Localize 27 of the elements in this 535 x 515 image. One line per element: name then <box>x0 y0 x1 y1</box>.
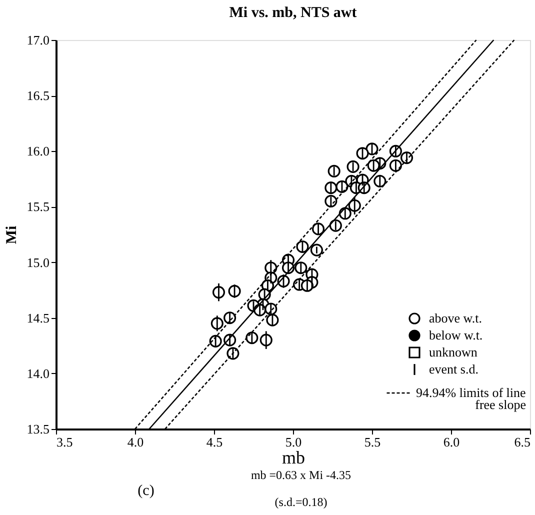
x-axis-title: mb <box>282 448 306 468</box>
annotation: event s.d. <box>429 362 478 376</box>
x-tick-label: 6.5 <box>514 434 530 450</box>
y-tick-label: 17.0 <box>26 32 50 48</box>
y-tick-label: 14.0 <box>26 366 50 381</box>
x-tick-label: 4.5 <box>206 434 223 450</box>
legend-label: unknown <box>429 344 478 360</box>
x-tick-label: 5.5 <box>364 434 381 450</box>
x-tick-label: 4.0 <box>127 434 144 450</box>
legend-label: 94.94% limits of line <box>416 385 526 400</box>
text: mb =0.63 x Mi -4.35 <box>250 468 352 482</box>
y-axis-title: Mi <box>4 226 20 244</box>
chart-title: Mi vs. mb, NTS awt <box>229 5 357 21</box>
legend-label: above w.t. <box>429 310 482 326</box>
text: (s.d.=0.18) <box>274 495 328 509</box>
y-tick-label: 16.0 <box>26 144 50 159</box>
y-tick-label: 13.5 <box>26 422 50 436</box>
y-tick-label: 14.5 <box>26 310 50 326</box>
text: (c) <box>138 483 154 499</box>
x-tick-label: 3.5 <box>56 434 73 450</box>
annotation: free slope <box>475 397 526 412</box>
legend-label: below w.t. <box>429 328 483 342</box>
x-tick-label: 5.0 <box>285 434 302 450</box>
y-tick-label: 16.5 <box>26 88 50 104</box>
y-tick-label: 15.0 <box>26 254 50 270</box>
y-tick-label: 15.5 <box>26 199 50 214</box>
x-tick-label: 6.0 <box>443 434 460 450</box>
